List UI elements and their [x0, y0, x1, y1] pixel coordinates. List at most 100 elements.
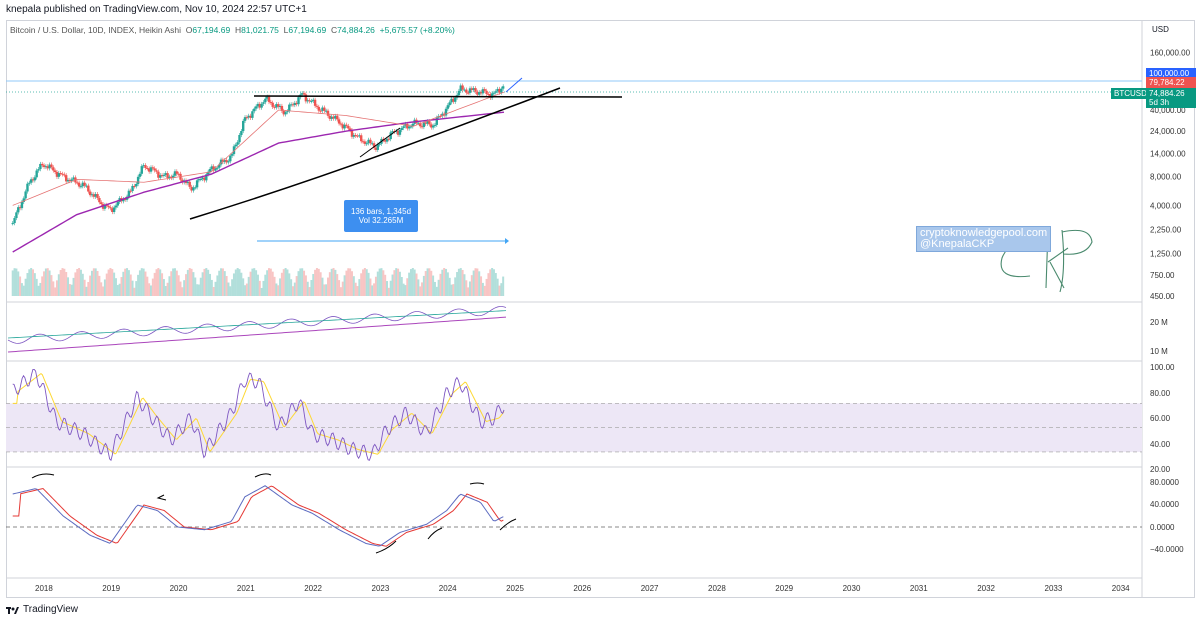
volume-bar	[284, 268, 287, 296]
x-tick-label: 2021	[237, 584, 255, 593]
volume-bar	[210, 279, 213, 296]
volume-bar	[242, 278, 245, 296]
volume-bar	[153, 272, 156, 296]
candle-body	[37, 169, 40, 171]
volume-bar	[236, 268, 239, 296]
volume-bar	[85, 286, 88, 296]
volume-bar	[291, 286, 294, 296]
candle-body	[485, 90, 488, 94]
volume-bar	[109, 268, 112, 296]
candle-body	[406, 123, 409, 129]
measure-tool-label[interactable]: 136 bars, 1,345d Vol 32.265M	[344, 200, 418, 232]
volume-bar	[129, 274, 132, 296]
volume-bar	[384, 274, 387, 296]
candle-body	[490, 93, 494, 98]
candle-body	[170, 176, 173, 178]
candle-body	[112, 207, 116, 213]
volume-bar	[498, 285, 501, 296]
volume-bar	[500, 283, 503, 296]
candle-body	[288, 104, 291, 112]
candle-body	[100, 202, 103, 205]
hand-drawn-mark	[499, 518, 517, 531]
volume-bar	[288, 273, 291, 296]
volume-bar	[476, 268, 479, 296]
volume-bar	[170, 271, 173, 296]
candle-body	[151, 167, 155, 169]
volume-bar	[380, 268, 383, 296]
candle-body	[359, 135, 363, 142]
candle-body	[24, 191, 27, 199]
volume-bar	[446, 272, 449, 296]
volume-bar	[485, 278, 488, 296]
last-price-badge: 74,884.26 5d 3h	[1146, 88, 1196, 108]
volume-bar	[303, 270, 306, 296]
candle-body	[478, 92, 481, 95]
volume-bar	[185, 274, 188, 296]
volume-bar	[327, 277, 330, 296]
currency-label[interactable]: USD	[1152, 25, 1169, 34]
volume-bar	[457, 268, 460, 296]
candle-body	[11, 223, 14, 225]
candle-body	[168, 176, 171, 178]
volume-bar	[78, 268, 81, 296]
watermark: cryptoknowledgepool.com @KnepalaCKP	[916, 226, 1052, 252]
volume-bar	[312, 273, 315, 296]
open-label: O	[185, 25, 193, 35]
low-value: 67,194.69	[288, 25, 327, 35]
candle-body	[422, 122, 426, 128]
volume-tick-label: 10 M	[1150, 347, 1168, 356]
volume-bar	[439, 273, 442, 296]
candle-body	[173, 171, 177, 176]
volume-bar	[275, 283, 278, 296]
candle-body	[319, 110, 322, 112]
hand-drawn-mark	[427, 527, 443, 540]
candle-body	[271, 102, 274, 107]
candle-body	[33, 177, 37, 181]
high-label: H	[234, 25, 242, 35]
volume-bar	[264, 274, 267, 296]
volume-bar	[323, 284, 326, 296]
volume-bar	[111, 269, 114, 296]
candle-body	[409, 126, 413, 128]
candle-body	[116, 201, 120, 206]
candle-body	[361, 141, 365, 143]
volume-bar	[478, 271, 481, 296]
volume-bar	[216, 275, 219, 296]
watermark-site: cryptoknowledgepool.com	[920, 227, 1048, 239]
volume-bar	[378, 268, 381, 296]
volume-bar	[61, 268, 64, 296]
volume-bar	[454, 277, 457, 296]
volume-bar	[332, 268, 335, 296]
candle-body	[13, 218, 16, 224]
ma-slow-line	[12, 111, 505, 253]
candle-body	[439, 115, 442, 117]
price-badge-red: 79,784.22	[1146, 77, 1196, 88]
candle-body	[48, 164, 51, 169]
volume-bar	[247, 276, 250, 296]
symbol-title: Bitcoin / U.S. Dollar, 10D, INDEX, Heiki…	[10, 25, 182, 35]
candle-body	[81, 182, 84, 187]
hand-drawn-mark	[375, 540, 397, 554]
candle-body	[441, 113, 444, 116]
volume-bar	[181, 287, 184, 296]
candle-body	[131, 185, 134, 191]
candle-body	[398, 130, 402, 135]
price-tick-label: 40,000.00	[1150, 106, 1186, 115]
volume-bar	[138, 270, 141, 296]
volume-bar	[48, 270, 51, 296]
volume-bar	[435, 286, 438, 296]
volume-bar	[114, 278, 117, 296]
candle-body	[466, 92, 470, 94]
candle-body	[470, 88, 474, 90]
candle-body	[166, 173, 169, 178]
volume-bar	[164, 286, 167, 296]
candle-body	[367, 139, 370, 144]
candle-body	[435, 117, 438, 125]
volume-bar	[306, 281, 309, 296]
candle-body	[291, 104, 295, 106]
volume-bar	[356, 286, 359, 296]
candle-body	[160, 175, 164, 177]
volume-bar	[137, 274, 140, 296]
volume-bar	[468, 281, 471, 296]
